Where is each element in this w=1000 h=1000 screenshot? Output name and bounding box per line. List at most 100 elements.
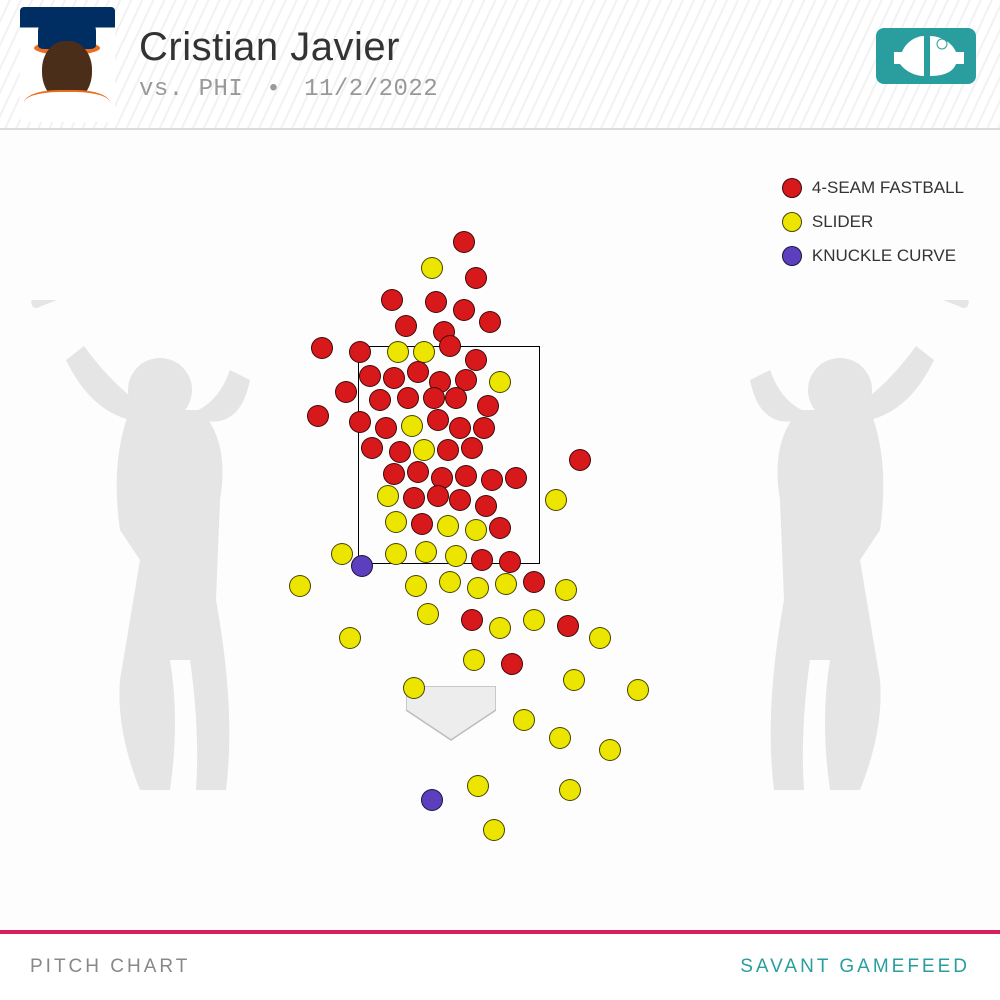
pitch-marker <box>401 415 423 437</box>
pitch-marker <box>495 573 517 595</box>
pitch-marker <box>425 291 447 313</box>
legend-label: 4-SEAM FASTBALL <box>812 178 964 198</box>
legend-label: KNUCKLE CURVE <box>812 246 956 266</box>
pitch-marker <box>489 371 511 393</box>
pitch-marker <box>339 627 361 649</box>
pitch-marker <box>523 609 545 631</box>
legend-label: SLIDER <box>812 212 873 232</box>
pitch-marker <box>599 739 621 761</box>
pitch-marker <box>467 577 489 599</box>
pitch-marker <box>403 487 425 509</box>
pitch-marker <box>359 365 381 387</box>
pitch-marker <box>549 727 571 749</box>
pitch-marker <box>437 515 459 537</box>
legend-swatch <box>782 246 802 266</box>
pitch-marker <box>437 439 459 461</box>
pitch-marker <box>479 311 501 333</box>
pitch-marker <box>465 349 487 371</box>
pitch-marker <box>569 449 591 471</box>
pitch-marker <box>445 387 467 409</box>
pitch-marker <box>477 395 499 417</box>
pitch-marker <box>381 289 403 311</box>
title-block: Cristian Javier vs. PHI • 11/2/2022 <box>139 25 980 103</box>
header: Cristian Javier vs. PHI • 11/2/2022 <box>0 0 1000 130</box>
pitch-marker <box>481 469 503 491</box>
pitch-marker <box>375 417 397 439</box>
pitch-marker <box>407 461 429 483</box>
legend: 4-SEAM FASTBALL SLIDER KNUCKLE CURVE <box>782 178 964 280</box>
matchup-line: vs. PHI • 11/2/2022 <box>139 76 980 103</box>
pitch-marker <box>351 555 373 577</box>
pitch-marker <box>411 513 433 535</box>
pitch-marker <box>385 511 407 533</box>
pitch-marker <box>335 381 357 403</box>
pitch-marker <box>465 519 487 541</box>
game-date: 11/2/2022 <box>304 76 438 103</box>
vs-label: vs. <box>139 76 184 103</box>
pitch-marker <box>415 541 437 563</box>
pitch-marker <box>413 341 435 363</box>
pitch-marker <box>627 679 649 701</box>
pitch-marker <box>423 387 445 409</box>
legend-swatch <box>782 212 802 232</box>
pitch-marker <box>331 543 353 565</box>
pitch-marker <box>427 409 449 431</box>
pitch-marker <box>523 571 545 593</box>
pitch-marker <box>403 677 425 699</box>
pitch-marker <box>555 579 577 601</box>
pitch-marker <box>417 603 439 625</box>
pitch-marker <box>461 437 483 459</box>
pitch-marker <box>563 669 585 691</box>
batter-silhouette-right-icon <box>720 300 980 820</box>
pitch-marker <box>405 575 427 597</box>
pitch-marker <box>387 341 409 363</box>
player-avatar <box>20 7 115 122</box>
pitch-marker <box>499 551 521 573</box>
pitch-marker <box>349 411 371 433</box>
pitch-marker <box>439 335 461 357</box>
pitch-marker <box>483 819 505 841</box>
pitch-marker <box>369 389 391 411</box>
pitch-marker <box>489 617 511 639</box>
pitch-marker <box>427 485 449 507</box>
legend-swatch <box>782 178 802 198</box>
pitch-marker <box>421 257 443 279</box>
pitch-marker <box>455 465 477 487</box>
pitch-marker <box>349 341 371 363</box>
pitch-marker <box>505 467 527 489</box>
pitch-marker <box>453 231 475 253</box>
player-name: Cristian Javier <box>139 25 980 70</box>
pitch-marker <box>389 441 411 463</box>
pitch-marker <box>475 495 497 517</box>
pitch-marker <box>383 463 405 485</box>
pitch-marker <box>589 627 611 649</box>
pitch-marker <box>471 549 493 571</box>
pitch-marker <box>439 571 461 593</box>
legend-item: KNUCKLE CURVE <box>782 246 964 266</box>
pitch-marker <box>421 789 443 811</box>
pitch-marker <box>473 417 495 439</box>
pitch-marker <box>413 439 435 461</box>
pitch-marker <box>449 489 471 511</box>
pitch-marker <box>407 361 429 383</box>
footer-left-label: PITCH CHART <box>30 956 190 978</box>
pitch-chart: 4-SEAM FASTBALL SLIDER KNUCKLE CURVE <box>0 130 1000 930</box>
footer-right-label: SAVANT GAMEFEED <box>740 956 970 978</box>
pitch-marker <box>467 775 489 797</box>
pitch-marker <box>557 615 579 637</box>
pitch-marker <box>513 709 535 731</box>
pitch-marker <box>395 315 417 337</box>
pitch-marker <box>361 437 383 459</box>
pitch-marker <box>449 417 471 439</box>
pitch-marker <box>383 367 405 389</box>
opponent-abbr: PHI <box>199 76 244 103</box>
footer: PITCH CHART SAVANT GAMEFEED <box>0 930 1000 1000</box>
legend-item: 4-SEAM FASTBALL <box>782 178 964 198</box>
pitch-marker <box>385 543 407 565</box>
pitch-marker <box>289 575 311 597</box>
pitch-marker <box>465 267 487 289</box>
pitch-marker <box>559 779 581 801</box>
mlb-logo-icon <box>876 28 976 84</box>
pitch-marker <box>501 653 523 675</box>
pitch-marker <box>545 489 567 511</box>
